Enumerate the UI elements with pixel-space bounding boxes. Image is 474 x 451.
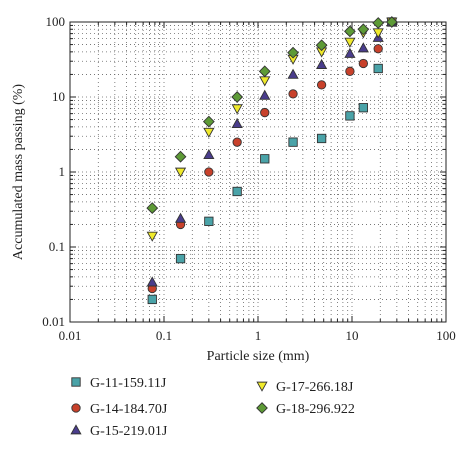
data-point [288, 89, 298, 99]
data-point [316, 133, 327, 144]
series-1 [147, 17, 397, 305]
series-3 [146, 16, 398, 287]
x-tick-label: 1 [255, 328, 262, 343]
y-axis-label: Accumulated mass passing (%) [11, 84, 26, 260]
data-point [174, 212, 187, 223]
legend-label: G-17-266.18J [276, 380, 354, 395]
data-point [385, 16, 398, 28]
data-point [231, 104, 243, 115]
data-point [174, 167, 187, 178]
x-tick-label: 10 [346, 328, 359, 343]
legend-item: G-17-266.18J [256, 380, 354, 395]
data-point [358, 58, 368, 69]
legend-label: G-11-159.11J [90, 376, 167, 391]
y-tick-label: 1 [59, 164, 66, 179]
legend-item: G-18-296.922 [256, 402, 355, 417]
data-point [146, 276, 158, 287]
data-point [373, 63, 383, 74]
data-markers [146, 16, 398, 305]
data-point [344, 25, 356, 38]
legend-label: G-14-184.70J [90, 402, 168, 417]
data-point [204, 167, 214, 177]
data-point [345, 66, 355, 76]
series-2 [147, 17, 397, 294]
legend-swatch [71, 377, 81, 387]
data-point [260, 154, 270, 164]
y-tick-labels: 0.01 0.1 1 10 100 [42, 14, 65, 329]
data-point [175, 253, 186, 264]
data-point [287, 68, 299, 79]
data-point [258, 65, 271, 78]
y-tick-label: 100 [46, 14, 66, 29]
data-point [357, 23, 370, 36]
x-tick-label: 0.1 [156, 328, 172, 343]
x-tick-label: 100 [436, 328, 456, 343]
data-point [232, 137, 242, 147]
data-point [259, 89, 271, 100]
axis-ticks [69, 21, 447, 323]
legend-swatch [256, 402, 268, 414]
legend-label: G-18-296.922 [276, 402, 355, 417]
data-point [260, 107, 270, 118]
data-point [344, 47, 356, 58]
data-point [373, 44, 383, 54]
data-point [203, 148, 215, 160]
data-point [232, 186, 242, 197]
x-axis-label: Particle size (mm) [207, 349, 310, 364]
data-point [344, 37, 356, 48]
data-point [146, 202, 159, 214]
data-point [231, 91, 244, 103]
data-point [259, 76, 271, 87]
data-point [174, 150, 187, 163]
legend-swatch [256, 381, 268, 392]
data-point [372, 17, 385, 29]
legend-item: G-15-219.01J [70, 424, 168, 439]
data-point [315, 39, 328, 52]
data-point [204, 216, 214, 226]
legend-item: G-14-184.70J [71, 402, 168, 417]
x-tick-label: 0.01 [59, 328, 82, 343]
data-point [146, 231, 158, 242]
data-point [358, 103, 368, 113]
data-point [345, 111, 355, 121]
data-point [316, 58, 328, 69]
series-5 [146, 16, 398, 214]
data-point [147, 294, 157, 305]
data-point [316, 80, 327, 90]
data-point [202, 115, 215, 128]
legend-item: G-11-159.11J [71, 376, 167, 391]
data-point [203, 127, 215, 138]
legend-swatch [71, 403, 81, 413]
legend-swatch [70, 424, 82, 435]
legend-label: G-15-219.01J [90, 424, 168, 439]
data-point [287, 46, 299, 59]
data-point [372, 28, 384, 39]
x-tick-labels: 0.01 0.1 1 10 100 [59, 328, 456, 343]
data-point [357, 42, 369, 53]
grid-lines [70, 22, 446, 322]
legend: G-11-159.11J G-14-184.70J G-15-219.01J G-17… [70, 376, 355, 439]
data-point [288, 137, 298, 147]
y-tick-label: 0.1 [49, 239, 65, 254]
y-tick-label: 10 [52, 89, 65, 104]
data-point [231, 117, 243, 129]
y-tick-label: 0.01 [42, 314, 65, 329]
